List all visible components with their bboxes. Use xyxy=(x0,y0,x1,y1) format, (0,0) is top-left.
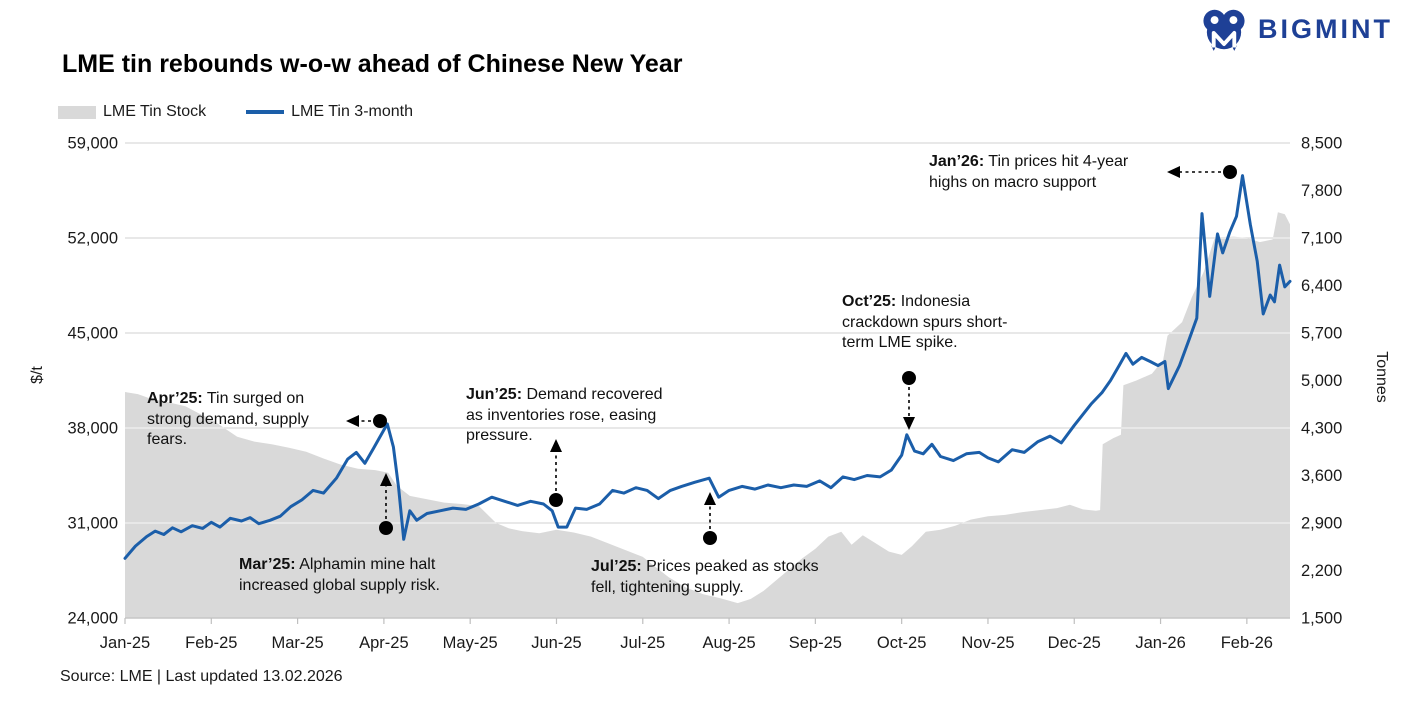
legend-item-price: LME Tin 3-month xyxy=(246,103,413,121)
y-right-label-7100: 7,100 xyxy=(1301,230,1342,248)
annotation-dot-jul25 xyxy=(703,531,717,545)
y-right-label-3600: 3,600 xyxy=(1301,467,1342,485)
legend-area-swatch xyxy=(58,105,96,119)
annotation-dot-jan26 xyxy=(1223,165,1237,179)
y-right-label-1500: 1,500 xyxy=(1301,610,1342,628)
y-right-label-4300: 4,300 xyxy=(1301,420,1342,438)
x-tick-label-Mar-25: Mar-25 xyxy=(271,634,323,652)
x-tick-label-Oct-25: Oct-25 xyxy=(877,634,927,652)
price-line-series xyxy=(123,174,1292,560)
legend-item-stock: LME Tin Stock xyxy=(58,103,206,121)
x-tick-label-Jul-25: Jul-25 xyxy=(620,634,665,652)
chart-title: LME tin rebounds w-o-w ahead of Chinese … xyxy=(62,50,683,78)
annotation-arrowhead-jan26 xyxy=(1167,166,1180,178)
bigmint-logo-icon xyxy=(1203,9,1245,51)
y-left-label-24000: 24,000 xyxy=(68,610,118,628)
y-right-label-2900: 2,900 xyxy=(1301,515,1342,533)
legend-price-label: LME Tin 3-month xyxy=(291,103,413,120)
x-tick-label-Aug-25: Aug-25 xyxy=(702,634,755,652)
annotation-arrowhead-mar25 xyxy=(380,473,392,486)
annotation-dot-apr25 xyxy=(373,414,387,428)
y-left-label-38000: 38,000 xyxy=(68,420,118,438)
x-tick-label-Apr-25: Apr-25 xyxy=(359,634,409,652)
bigmint-logo-text: BIGMINT xyxy=(1258,14,1393,44)
annotation-text-oct25: Oct’25: Indonesia crackdown spurs short-… xyxy=(842,293,1008,351)
x-tick-label-Jan-25: Jan-25 xyxy=(100,634,150,652)
y-right-label-5700: 5,700 xyxy=(1301,325,1342,343)
x-tick-label-Jun-25: Jun-25 xyxy=(531,634,581,652)
y-axis-right-title: Tonnes xyxy=(1373,351,1390,403)
y-right-label-5000: 5,000 xyxy=(1301,372,1342,390)
legend-line-swatch xyxy=(246,110,285,114)
annotation-arrowhead-jul25 xyxy=(704,492,716,505)
y-left-label-59000: 59,000 xyxy=(68,135,118,153)
x-tick-label-Feb-26: Feb-26 xyxy=(1221,634,1273,652)
x-tick-label-Sep-25: Sep-25 xyxy=(789,634,842,652)
y-right-label-8500: 8,500 xyxy=(1301,135,1342,153)
annotation-dot-jun25 xyxy=(549,493,563,507)
annotation-text-jun25: Jun’25: Demand recovered as inventories … xyxy=(466,386,663,444)
annotation-dot-oct25 xyxy=(902,371,916,385)
y-axis-left-title: $/t xyxy=(29,366,46,384)
source-note: Source: LME | Last updated 13.02.2026 xyxy=(60,668,343,685)
y-left-label-45000: 45,000 xyxy=(68,325,118,343)
y-right-label-6400: 6,400 xyxy=(1301,277,1342,295)
x-tick-label-Jan-26: Jan-26 xyxy=(1135,634,1185,652)
x-tick-label-Feb-25: Feb-25 xyxy=(185,634,237,652)
stock-area-series xyxy=(125,212,1290,618)
y-right-label-2200: 2,200 xyxy=(1301,562,1342,580)
annotation-arrowhead-apr25 xyxy=(346,415,359,427)
x-tick-label-May-25: May-25 xyxy=(443,634,498,652)
annotation-arrowhead-jun25 xyxy=(550,439,562,452)
y-left-label-52000: 52,000 xyxy=(68,230,118,248)
chart-legend: LME Tin Stock LME Tin 3-month xyxy=(58,103,413,121)
annotation-text-jul25: Jul’25: Prices peaked as stocks fell, ti… xyxy=(591,558,819,596)
annotation-text-mar25: Mar’25: Alphamin mine halt increased glo… xyxy=(239,556,440,594)
x-tick-label-Dec-25: Dec-25 xyxy=(1048,634,1101,652)
legend-stock-label: LME Tin Stock xyxy=(103,103,207,120)
y-right-label-7800: 7,800 xyxy=(1301,182,1342,200)
x-tick-label-Nov-25: Nov-25 xyxy=(961,634,1014,652)
annotation-arrowhead-oct25 xyxy=(903,417,915,430)
bigmint-logo: BIGMINT xyxy=(1200,8,1393,51)
y-left-label-31000: 31,000 xyxy=(68,515,118,533)
annotation-dot-mar25 xyxy=(379,521,393,535)
annotation-text-apr25: Apr’25: Tin surged on strong demand, sup… xyxy=(147,390,309,448)
annotation-text-jan26: Jan’26: Tin prices hit 4-year highs on m… xyxy=(929,153,1129,191)
